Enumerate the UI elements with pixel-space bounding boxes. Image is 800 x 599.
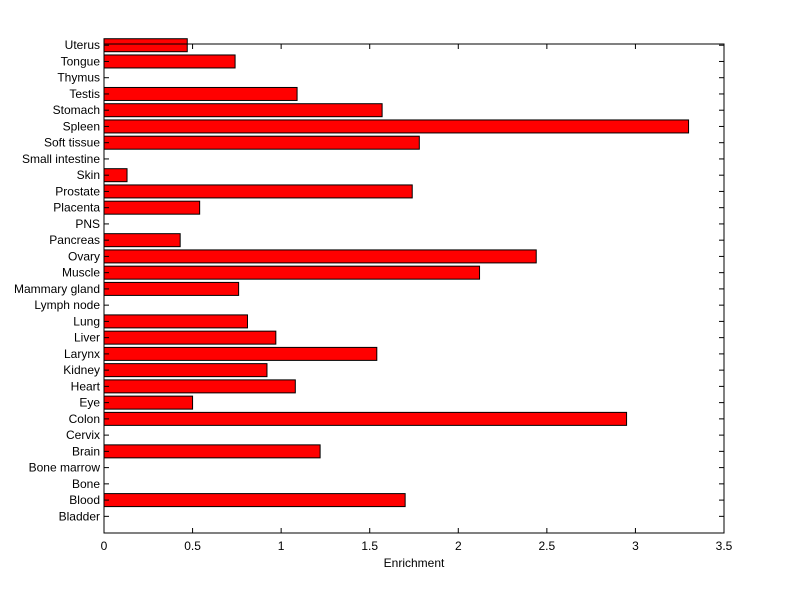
bar bbox=[103, 444, 321, 459]
y-tick-label: Blood bbox=[69, 493, 100, 507]
y-tick-label: Bladder bbox=[59, 509, 100, 523]
y-tick-label: Lymph node bbox=[34, 298, 100, 312]
x-tick-label: 0.5 bbox=[184, 539, 201, 553]
bar bbox=[103, 281, 240, 296]
x-tick-label: 1.5 bbox=[361, 539, 378, 553]
bar bbox=[103, 103, 383, 118]
y-tick-label: PNS bbox=[75, 217, 100, 231]
y-ticks-group: Bladder Blood Bone Bone marrow Brain Cervix Co… bbox=[14, 38, 724, 523]
bar bbox=[103, 411, 628, 426]
bar bbox=[103, 314, 248, 329]
bar bbox=[103, 395, 194, 410]
y-tick-label: Soft tissue bbox=[44, 136, 100, 150]
x-tick-label: 2 bbox=[455, 539, 462, 553]
x-tick-label: 1 bbox=[278, 539, 285, 553]
bar bbox=[103, 38, 188, 53]
y-tick-label: Uterus bbox=[65, 38, 100, 52]
y-tick-label: Testis bbox=[69, 87, 100, 101]
x-tick-label: 3 bbox=[632, 539, 639, 553]
y-tick-label: Stomach bbox=[53, 103, 100, 117]
y-tick-label: Heart bbox=[71, 379, 101, 393]
bar bbox=[103, 200, 201, 215]
y-tick-label: Tongue bbox=[61, 54, 101, 68]
x-tick-label: 2.5 bbox=[539, 539, 556, 553]
bar bbox=[103, 249, 537, 264]
bar bbox=[103, 119, 690, 134]
bar bbox=[103, 330, 277, 345]
y-tick-label: Kidney bbox=[63, 363, 100, 377]
y-tick-label: Muscle bbox=[62, 266, 100, 280]
y-tick-label: Larynx bbox=[64, 347, 100, 361]
y-tick-label: Prostate bbox=[55, 184, 100, 198]
y-tick-label: Brain bbox=[72, 444, 100, 458]
bars-group bbox=[103, 38, 690, 508]
bar bbox=[103, 184, 413, 199]
y-tick-label: Skin bbox=[77, 168, 100, 182]
bar bbox=[103, 135, 420, 150]
bar bbox=[103, 233, 181, 248]
y-tick-label: Small intestine bbox=[22, 152, 100, 166]
bar bbox=[103, 86, 298, 101]
x-tick-label: 0 bbox=[101, 539, 108, 553]
y-tick-label: Pancreas bbox=[49, 233, 100, 247]
y-tick-label: Colon bbox=[69, 412, 100, 426]
y-tick-label: Bone marrow bbox=[29, 461, 101, 475]
y-tick-label: Mammary gland bbox=[14, 282, 100, 296]
y-tick-label: Eye bbox=[79, 396, 100, 410]
x-ticks-group: 0 0.5 1 1.5 2 2.5 3 3.5 bbox=[101, 44, 733, 553]
bar bbox=[103, 54, 236, 69]
y-tick-label: Thymus bbox=[57, 71, 100, 85]
y-tick-label: Liver bbox=[74, 331, 100, 345]
bar bbox=[103, 363, 268, 378]
x-tick-label: 3.5 bbox=[716, 539, 733, 553]
y-tick-label: Lung bbox=[73, 314, 100, 328]
bar bbox=[103, 379, 296, 394]
y-tick-label: Ovary bbox=[68, 249, 100, 263]
y-tick-label: Spleen bbox=[63, 119, 100, 133]
x-axis-title: Enrichment bbox=[384, 556, 445, 570]
y-tick-label: Bone bbox=[72, 477, 100, 491]
y-tick-label: Cervix bbox=[66, 428, 100, 442]
bar bbox=[103, 346, 378, 361]
y-tick-label: Placenta bbox=[53, 201, 100, 215]
bar bbox=[103, 493, 406, 508]
bar bbox=[103, 265, 481, 280]
